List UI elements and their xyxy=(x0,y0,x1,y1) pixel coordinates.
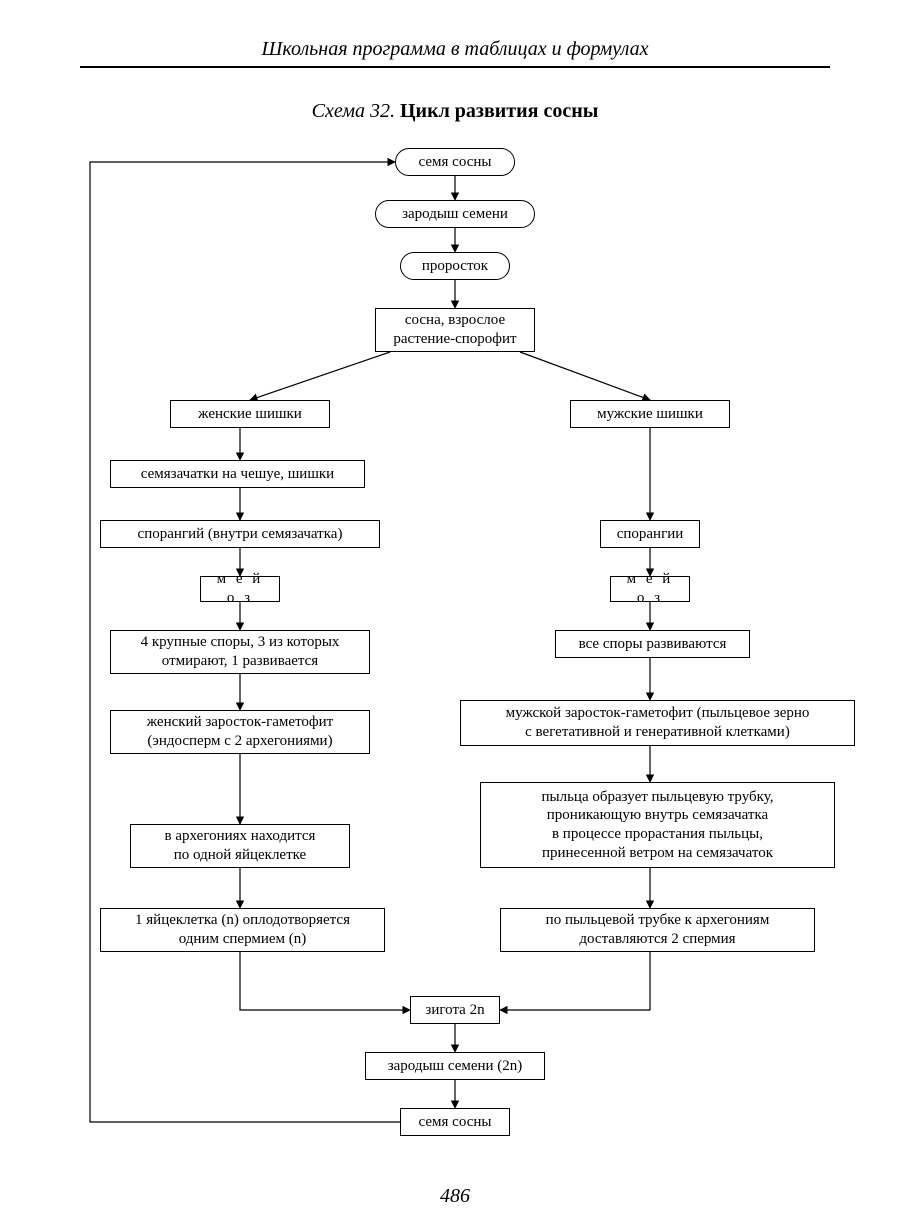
flow-node-n_sporangia_m: спорангии xyxy=(600,520,700,548)
flow-node-n_embryo_top: зародыш семени xyxy=(375,200,535,228)
edge-layer xyxy=(0,0,910,1230)
flow-node-n_arche: в архегониях находитсяпо одной яйцеклетк… xyxy=(130,824,350,868)
flow-node-n_ovules: семязачатки на чешуе, шишки xyxy=(110,460,365,488)
flow-node-n_sprout: проросток xyxy=(400,252,510,280)
flow-node-n_sporangium_f: спорангий (внутри семязачатка) xyxy=(100,520,380,548)
page-number: 486 xyxy=(0,1185,910,1208)
flow-node-n_adult: сосна, взрослоерастение-спорофит xyxy=(375,308,535,352)
flow-node-n_allspores: все споры развиваются xyxy=(555,630,750,658)
diagram-title: Схема 32. Цикл развития сосны xyxy=(0,100,910,123)
edge-n_fert-n_zygote xyxy=(240,952,410,1010)
flow-node-n_meiosis_f: м е й о з xyxy=(200,576,280,602)
edge-n_adult-n_male_cones xyxy=(520,352,650,400)
flow-node-n_pollen: пыльца образует пыльцевую трубку,проника… xyxy=(480,782,835,868)
page: Школьная программа в таблицах и формулах… xyxy=(0,0,910,1230)
header-rule xyxy=(80,66,830,68)
edge-n_adult-n_fem_cones xyxy=(250,352,390,400)
flow-node-n_male_gam: мужской заросток-гаметофит (пыльцевое зе… xyxy=(460,700,855,746)
edge-n_2sperm-n_zygote xyxy=(500,952,650,1010)
flow-node-n_male_cones: мужские шишки xyxy=(570,400,730,428)
flow-node-n_zygote: зигота 2n xyxy=(410,996,500,1024)
book-header: Школьная программа в таблицах и формулах xyxy=(0,38,910,61)
flow-node-n_4spores: 4 крупные споры, 3 из которыхотмирают, 1… xyxy=(110,630,370,674)
flow-node-n_fert: 1 яйцеклетка (n) оплодотворяетсяодним сп… xyxy=(100,908,385,952)
flow-node-n_seed_bot: семя сосны xyxy=(400,1108,510,1136)
title-prefix: Схема 32. xyxy=(312,100,395,122)
flow-node-n_fem_gam: женский заросток-гаметофит(эндосперм с 2… xyxy=(110,710,370,754)
flow-node-n_meiosis_m: м е й о з xyxy=(610,576,690,602)
flow-node-n_embryo2n: зародыш семени (2n) xyxy=(365,1052,545,1080)
title-main: Цикл развития сосны xyxy=(395,100,598,122)
flow-node-n_seed_top: семя сосны xyxy=(395,148,515,176)
flow-node-n_2sperm: по пыльцевой трубке к архегониямдоставля… xyxy=(500,908,815,952)
flow-node-n_fem_cones: женские шишки xyxy=(170,400,330,428)
